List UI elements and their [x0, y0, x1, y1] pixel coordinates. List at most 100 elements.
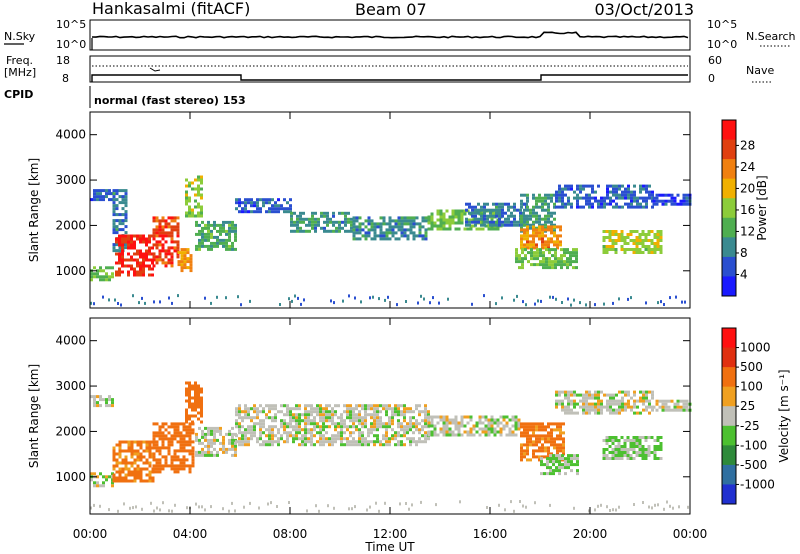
heatmap-cell — [176, 228, 180, 232]
heatmap-cell — [535, 217, 538, 221]
heatmap-cell — [133, 473, 137, 477]
heatmap-cell — [364, 413, 367, 417]
heatmap-cell — [124, 216, 128, 220]
heatmap-cell — [480, 208, 483, 212]
heatmap-cell — [286, 407, 289, 411]
heatmap-cell — [445, 415, 449, 419]
heatmap-cell — [161, 237, 165, 241]
heatmap-cell — [268, 404, 271, 408]
heatmap-cell — [403, 231, 407, 235]
heatmap-cell — [664, 193, 668, 197]
heatmap-cell — [326, 217, 329, 221]
heatmap-cell — [648, 193, 651, 197]
heatmap-cell — [360, 300, 362, 304]
heatmap-cell — [451, 430, 455, 434]
heatmap-cell — [204, 453, 207, 457]
heatmap-cell — [118, 201, 122, 205]
heatmap-cell — [520, 202, 523, 206]
heatmap-cell — [238, 201, 241, 205]
heatmap-cell — [529, 208, 532, 212]
heatmap-cell — [673, 202, 677, 206]
heatmap-cell — [472, 427, 476, 431]
heatmap-cell — [630, 296, 632, 300]
heatmap-cell — [553, 211, 556, 215]
heatmap-cell — [177, 251, 181, 255]
heatmap-cell — [594, 405, 597, 409]
heatmap-cell — [295, 419, 298, 423]
heatmap-cell — [194, 408, 197, 412]
heatmap-cell — [463, 430, 467, 434]
nave-tick-bottom: 0 — [708, 72, 715, 85]
heatmap-cell — [558, 454, 561, 458]
heatmap-cell — [487, 433, 491, 437]
heatmap-cell — [213, 438, 216, 442]
heatmap-cell — [298, 425, 301, 429]
heatmap-cell — [397, 434, 400, 438]
heatmap-cell — [170, 261, 174, 265]
heatmap-cell — [201, 435, 204, 439]
heatmap-cell — [582, 196, 585, 200]
heatmap-cell — [564, 457, 567, 461]
heatmap-cell — [614, 233, 618, 236]
heatmap-cell — [460, 209, 464, 213]
heatmap-cell — [621, 205, 624, 209]
heatmap-cell — [152, 216, 156, 220]
heatmap-cell — [188, 440, 192, 444]
heatmap-cell — [605, 236, 609, 239]
heatmap-cell — [179, 434, 183, 438]
heatmap-cell — [155, 258, 159, 262]
heatmap-cell — [150, 501, 152, 505]
heatmap-cell — [111, 484, 114, 488]
heatmap-cell — [93, 398, 96, 402]
heatmap-cell — [179, 431, 183, 435]
heatmap-cell — [653, 242, 657, 245]
heatmap-cell — [250, 407, 253, 411]
heatmap-cell — [372, 295, 374, 299]
heatmap-cell — [325, 425, 328, 429]
heatmap-cell — [582, 205, 585, 209]
heatmap-cell — [200, 399, 203, 403]
heatmap-cell — [164, 252, 168, 256]
heatmap-cell — [445, 221, 449, 225]
heatmap-cell — [231, 229, 234, 233]
heatmap-cell — [523, 452, 526, 456]
heatmap-cell — [442, 215, 446, 219]
heatmap-cell — [535, 211, 538, 215]
heatmap-cell — [430, 215, 434, 219]
heatmap-cell — [418, 440, 421, 444]
heatmap-cell — [564, 193, 567, 197]
heatmap-cell — [320, 226, 323, 230]
heatmap-cell — [656, 248, 660, 251]
heatmap-cell — [442, 433, 446, 437]
heatmap-cell — [573, 196, 576, 200]
heatmap-cell — [532, 211, 535, 215]
heatmap-cell — [618, 405, 621, 409]
heatmap-cell — [334, 422, 337, 426]
heatmap-cell — [295, 431, 298, 435]
heatmap-cell — [306, 509, 308, 513]
heatmap-cell — [560, 248, 563, 252]
heatmap-cell — [438, 301, 440, 305]
heatmap-cell — [547, 208, 550, 212]
heatmap-cell — [271, 416, 274, 420]
heatmap-cell — [645, 408, 648, 412]
heatmap-cell — [602, 230, 606, 233]
heatmap-cell — [130, 440, 134, 444]
heatmap-cell — [331, 407, 334, 411]
heatmap-cell — [247, 431, 250, 435]
heatmap-cell — [496, 418, 500, 422]
heatmap-cell — [358, 443, 361, 447]
heatmap-cell — [627, 393, 630, 397]
heatmap-cell — [558, 393, 561, 397]
heatmap-cell — [569, 254, 572, 258]
heatmap-cell — [283, 198, 286, 202]
heatmap-cell — [564, 472, 567, 476]
heatmap-cell — [310, 410, 313, 414]
heatmap-cell — [532, 434, 535, 438]
heatmap-cell — [148, 249, 151, 253]
heatmap-cell — [615, 411, 618, 415]
heatmap-cell — [553, 193, 556, 197]
heatmap-cell — [161, 219, 165, 223]
